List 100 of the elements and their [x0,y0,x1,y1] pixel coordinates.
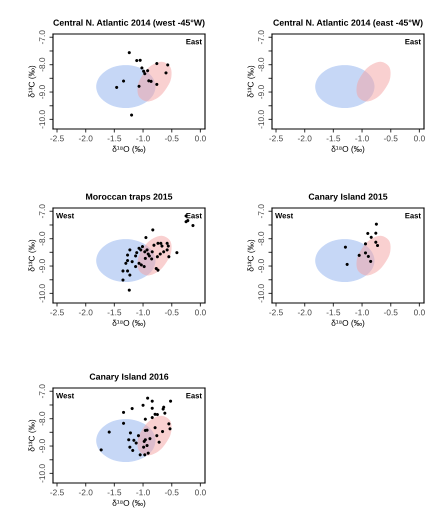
point [162,250,166,254]
point [160,244,164,248]
x-tick-label: -1.0 [355,309,369,316]
point [140,66,144,70]
point [156,255,159,258]
y-tick-label: -7.0 [39,384,46,398]
point [130,260,134,264]
point [143,250,146,254]
point [142,404,145,407]
y-tick-label: -9.0 [39,259,46,273]
point [166,63,170,66]
point [376,244,380,248]
x-tick-label: -2.5 [50,489,64,496]
point [152,244,156,247]
y-tick-label: -10.0 [39,284,46,303]
point [143,453,146,456]
y-tick-label: -8.0 [39,58,46,72]
point [134,265,138,268]
point [374,240,378,244]
point [191,224,195,228]
x-tick-label: -0.5 [384,135,398,142]
point [366,232,370,236]
x-tick-label: -2.5 [269,135,283,142]
y-tick-label: -8.0 [258,232,264,246]
point [366,254,370,258]
point [144,256,147,260]
point [146,69,150,72]
x-tick-label: -1.5 [108,310,122,316]
point [159,242,162,245]
y-axis-title: δ¹³C (‰) [28,420,36,452]
x-tick-label: -1.5 [108,136,122,142]
x-tick-label: -1.0 [136,489,150,496]
point [154,426,157,430]
y-tick-label: -7.0 [39,30,46,44]
point [140,245,144,248]
y-tick-label: -10.0 [39,110,46,129]
point [166,248,169,252]
x-tick-label: -0.5 [384,309,398,316]
x-tick-label: -1.5 [326,310,340,316]
point [128,446,132,449]
point [144,236,148,240]
point [134,441,138,445]
point [108,430,111,434]
point [150,400,154,403]
x-tick-label: -1.0 [136,135,150,142]
x-tick-label: -2.0 [298,135,312,142]
x-tick-label: -0.5 [164,135,179,142]
y-tick-label: -8.0 [258,58,264,72]
point [369,260,372,263]
point [140,263,143,266]
y-tick-label: -8.0 [39,412,46,426]
y-tick-label: -7.0 [39,204,46,218]
x-tick-label: 0.0 [194,309,206,316]
y-tick-label: -9.0 [258,259,264,273]
point [155,434,158,438]
point [128,248,132,252]
point [155,82,158,86]
y-tick-label: -9.0 [39,85,46,99]
y-tick-label: -7.0 [258,204,264,218]
point [130,113,134,117]
chart-title: Central N. Atlantic 2014 (west -45°W) [53,19,205,28]
point [137,262,141,265]
x-tick-label: 0.0 [414,135,425,142]
point [115,86,118,89]
point [126,254,130,257]
point [128,431,132,434]
point [135,59,138,62]
point [175,251,178,254]
y-axis-title: δ¹³C (‰) [28,66,36,98]
point [135,251,138,254]
point [100,448,103,452]
x-tick-label: -0.5 [164,309,179,316]
point [150,416,154,420]
point [142,446,146,449]
point [146,452,150,455]
y-axis-title: δ¹³C (‰) [247,240,256,272]
x-axis-title: δ¹⁸O (‰) [332,320,364,328]
x-tick-label: -2.0 [78,309,93,316]
point [132,438,136,442]
x-tick-label: -2.0 [78,489,93,496]
point [146,248,149,252]
chart-title: Canary Island 2015 [308,193,388,202]
y-tick-label: -10.0 [39,464,46,483]
x-axis-title: δ¹⁸O (‰) [112,500,146,508]
x-tick-label: -1.5 [326,136,340,142]
point [128,274,132,277]
point [156,242,160,245]
point [358,254,361,257]
x-axis-title: δ¹⁸O (‰) [332,146,364,154]
x-axis-title: δ¹⁸O (‰) [112,146,146,154]
x-tick-label: -1.5 [108,490,122,496]
y-axis-title: δ¹³C (‰) [247,66,256,98]
point [374,232,378,235]
point [150,250,154,254]
point [167,422,170,426]
point [158,252,162,256]
point [128,51,131,54]
point [130,406,134,410]
point [127,438,130,442]
point [121,269,125,273]
